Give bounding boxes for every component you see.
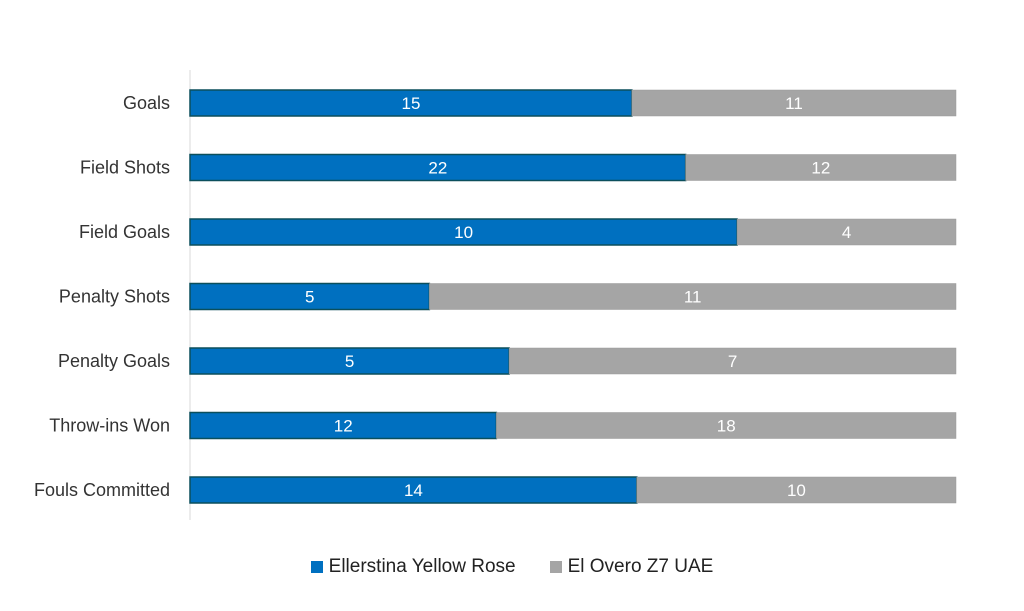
bar-ellerstina [189, 153, 687, 182]
legend-swatch-el-overo [549, 561, 562, 573]
category-label: Fouls Committed [34, 480, 170, 500]
data-label: 11 [684, 288, 702, 307]
category-label: Field Shots [80, 158, 170, 178]
bar-el-overo [636, 476, 957, 504]
data-label: 22 [428, 159, 447, 178]
bar-el-overo [508, 347, 957, 375]
data-label: 12 [811, 159, 830, 178]
bar-el-overo [496, 412, 957, 439]
bar-el-overo [736, 218, 957, 246]
legend-swatch-ellerstina [310, 561, 323, 573]
legend-item-ellerstina: Ellerstina Yellow Rose [310, 556, 516, 578]
bar-ellerstina [189, 411, 498, 440]
bar-el-overo [631, 89, 957, 117]
legend-item-el-overo: El Overo Z7 UAE [549, 556, 714, 578]
data-label: 10 [454, 223, 473, 242]
legend-label-el-overo: El Overo Z7 UAE [567, 556, 714, 577]
data-label: 7 [728, 352, 737, 371]
legend-label-ellerstina: Ellerstina Yellow Rose [328, 556, 516, 577]
bar-el-overo [685, 154, 957, 181]
data-label: 18 [717, 417, 736, 436]
bar-el-overo [429, 283, 957, 310]
bar-ellerstina [189, 476, 638, 504]
data-label: 12 [334, 417, 353, 436]
category-label: Field Goals [79, 222, 170, 242]
data-label: 5 [345, 352, 354, 371]
category-label: Throw-ins Won [49, 416, 170, 436]
data-label: 4 [842, 223, 851, 242]
data-label: 10 [787, 481, 806, 500]
data-label: 11 [785, 94, 803, 113]
legend: Ellerstina Yellow Rose El Overo Z7 UAE [0, 556, 1024, 578]
category-label: Goals [123, 93, 170, 113]
bar-ellerstina [189, 347, 510, 375]
category-label: Penalty Shots [59, 287, 170, 307]
data-label: 5 [305, 288, 314, 307]
category-label: Penalty Goals [58, 351, 170, 371]
data-label: 14 [404, 481, 423, 500]
data-label: 15 [402, 94, 421, 113]
